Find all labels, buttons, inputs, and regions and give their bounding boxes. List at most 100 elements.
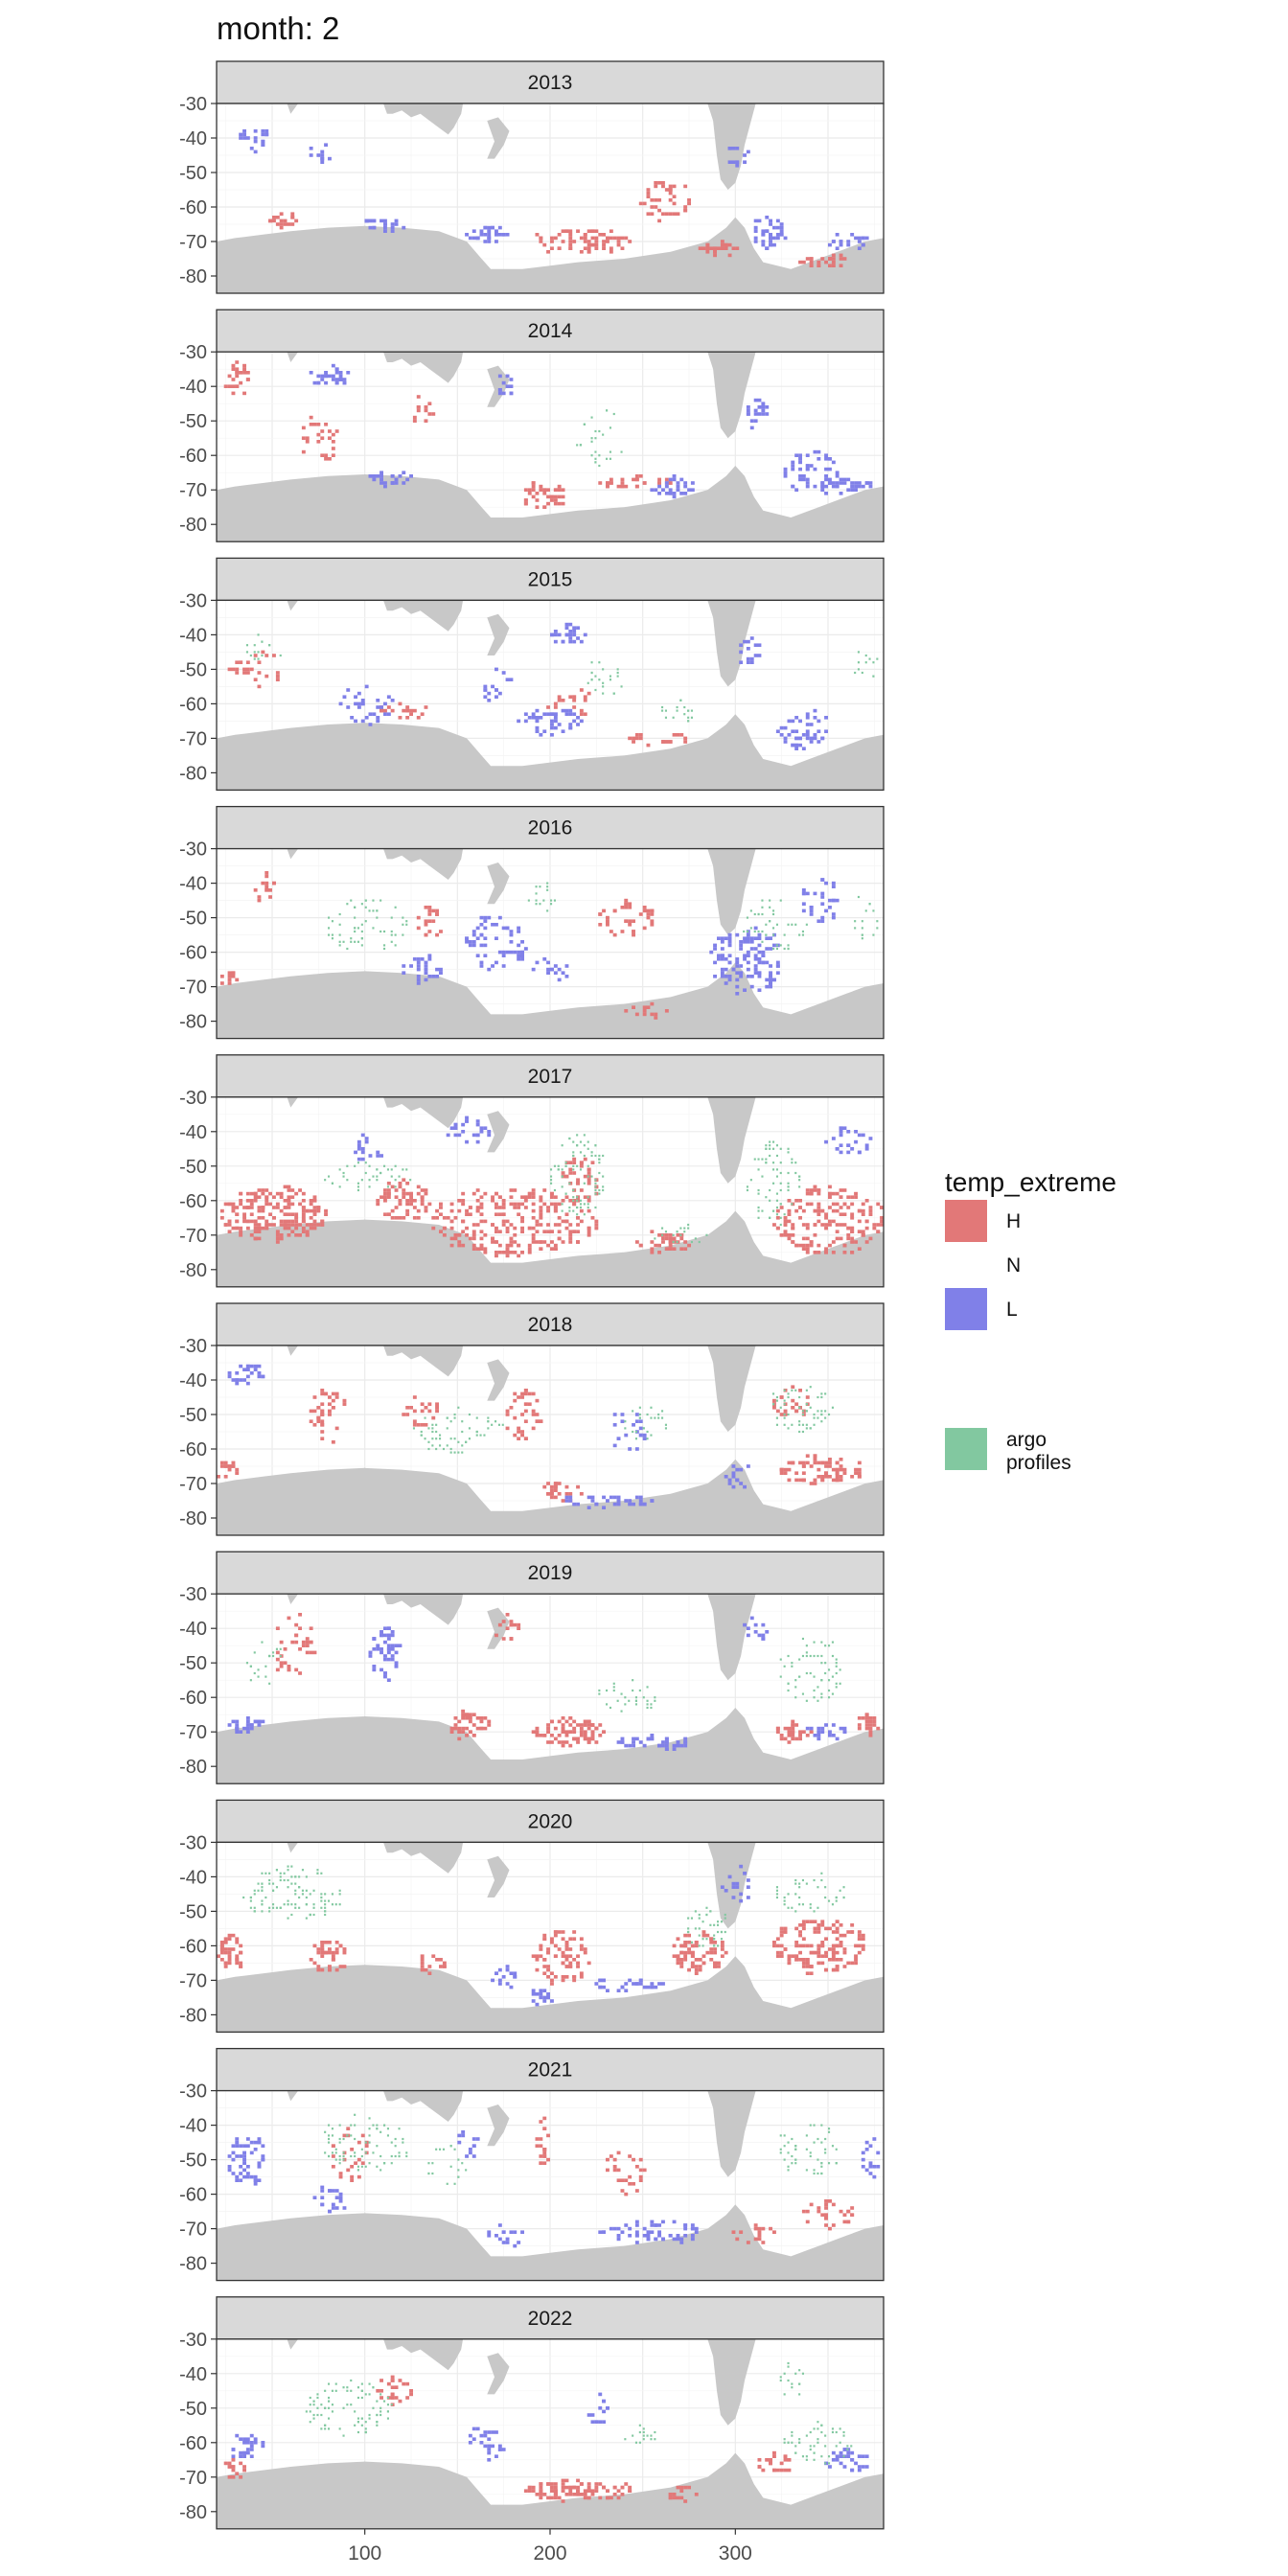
cell-h (546, 494, 550, 499)
cell-h (646, 908, 651, 913)
cell-h (831, 1191, 836, 1196)
cells-h-2 (606, 2150, 647, 2196)
cell-h (550, 1495, 554, 1500)
cell-h (816, 1219, 821, 1224)
cell-h (794, 1941, 799, 1944)
cell-h (842, 1933, 847, 1938)
cell-n (572, 1154, 575, 1158)
cell-h (854, 1961, 858, 1966)
cell-l (634, 2230, 639, 2234)
cell-h (872, 1223, 877, 1227)
cell-h (561, 1743, 565, 1748)
cell-h (775, 1409, 780, 1414)
cell-l (787, 733, 792, 737)
cells-h-3 (628, 733, 688, 748)
cell-l (331, 2189, 335, 2193)
cell-h (779, 1736, 784, 1741)
cell-h (568, 1937, 573, 1941)
cell-n (824, 1410, 827, 1413)
cell-h (431, 908, 436, 913)
cell-l (350, 716, 355, 720)
cell-h (828, 1219, 832, 1224)
cell-h (501, 1251, 506, 1254)
cell-l (491, 964, 494, 968)
cell-h (320, 1941, 325, 1944)
cell-l (257, 1374, 262, 1379)
cell-l (632, 1743, 635, 1748)
cell-l (383, 481, 387, 485)
cell-h (449, 1236, 454, 1241)
cell-n (646, 1430, 649, 1434)
cell-h (850, 1240, 855, 1244)
cell-h (638, 1243, 643, 1248)
cell-n (661, 1410, 664, 1413)
cell-l (360, 719, 365, 724)
cell-n (705, 1938, 708, 1941)
cell-l (765, 960, 770, 965)
cell-l (546, 1995, 550, 2000)
cell-l (857, 1150, 862, 1155)
cell-n (775, 1168, 778, 1171)
cell-n (646, 1438, 649, 1440)
cell-h (505, 1247, 510, 1251)
cell-n (779, 1182, 782, 1184)
cell-h (227, 975, 232, 978)
cell-h (483, 1251, 488, 1254)
cell-h (505, 1251, 510, 1254)
cell-l (794, 747, 799, 750)
cell-h (239, 1202, 243, 1207)
cell-h (376, 1199, 380, 1203)
cell-l (568, 1499, 573, 1503)
cell-n (791, 1662, 794, 1665)
cell-n (331, 933, 334, 936)
cell-n (561, 1209, 564, 1212)
cell-n (261, 1899, 264, 1902)
cell-h (416, 926, 421, 931)
cell-l (783, 236, 788, 241)
cell-l (798, 460, 802, 465)
cell-h (579, 1723, 584, 1727)
cell-l (550, 725, 554, 730)
cell-h (772, 1223, 776, 1227)
antarctica-land (217, 962, 884, 1039)
cell-l (509, 930, 514, 933)
cell-n (820, 1641, 823, 1644)
cell-l (372, 1647, 377, 1651)
cell-h (223, 1460, 228, 1465)
cells-h-3 (376, 1178, 432, 1220)
cell-n (787, 1171, 790, 1175)
cell-h (668, 1233, 673, 1237)
cell-l (376, 474, 380, 478)
cell-h (239, 1944, 243, 1948)
cell-n (257, 657, 260, 660)
cell-n (257, 1668, 260, 1671)
cell-l (576, 1502, 580, 1506)
cell-h (235, 1226, 240, 1230)
cell-h (861, 1202, 865, 1207)
cell-l (376, 705, 380, 709)
cell-n (720, 1938, 723, 1941)
cell-l (694, 2226, 699, 2231)
cell-h (779, 1471, 784, 1475)
cell-h (431, 1216, 436, 1220)
cell-n (872, 661, 875, 664)
cell-h (801, 1478, 806, 1483)
cell-l (253, 2140, 258, 2145)
cell-h (235, 1467, 240, 1472)
cell-h (550, 1941, 554, 1944)
cell-l (654, 488, 658, 492)
cell-l (650, 1736, 655, 1741)
cell-h (472, 1191, 476, 1196)
cell-h (431, 919, 436, 923)
cell-h (612, 2157, 617, 2162)
cell-h (676, 1961, 680, 1966)
cell-l (535, 708, 540, 713)
cell-h (501, 1206, 506, 1209)
cell-n (402, 923, 404, 926)
cell-l (683, 481, 688, 485)
cell-n (279, 654, 282, 657)
cell-h (624, 2192, 629, 2196)
cell-n (590, 454, 593, 457)
cell-n (542, 899, 545, 902)
cell-h (550, 1734, 554, 1737)
